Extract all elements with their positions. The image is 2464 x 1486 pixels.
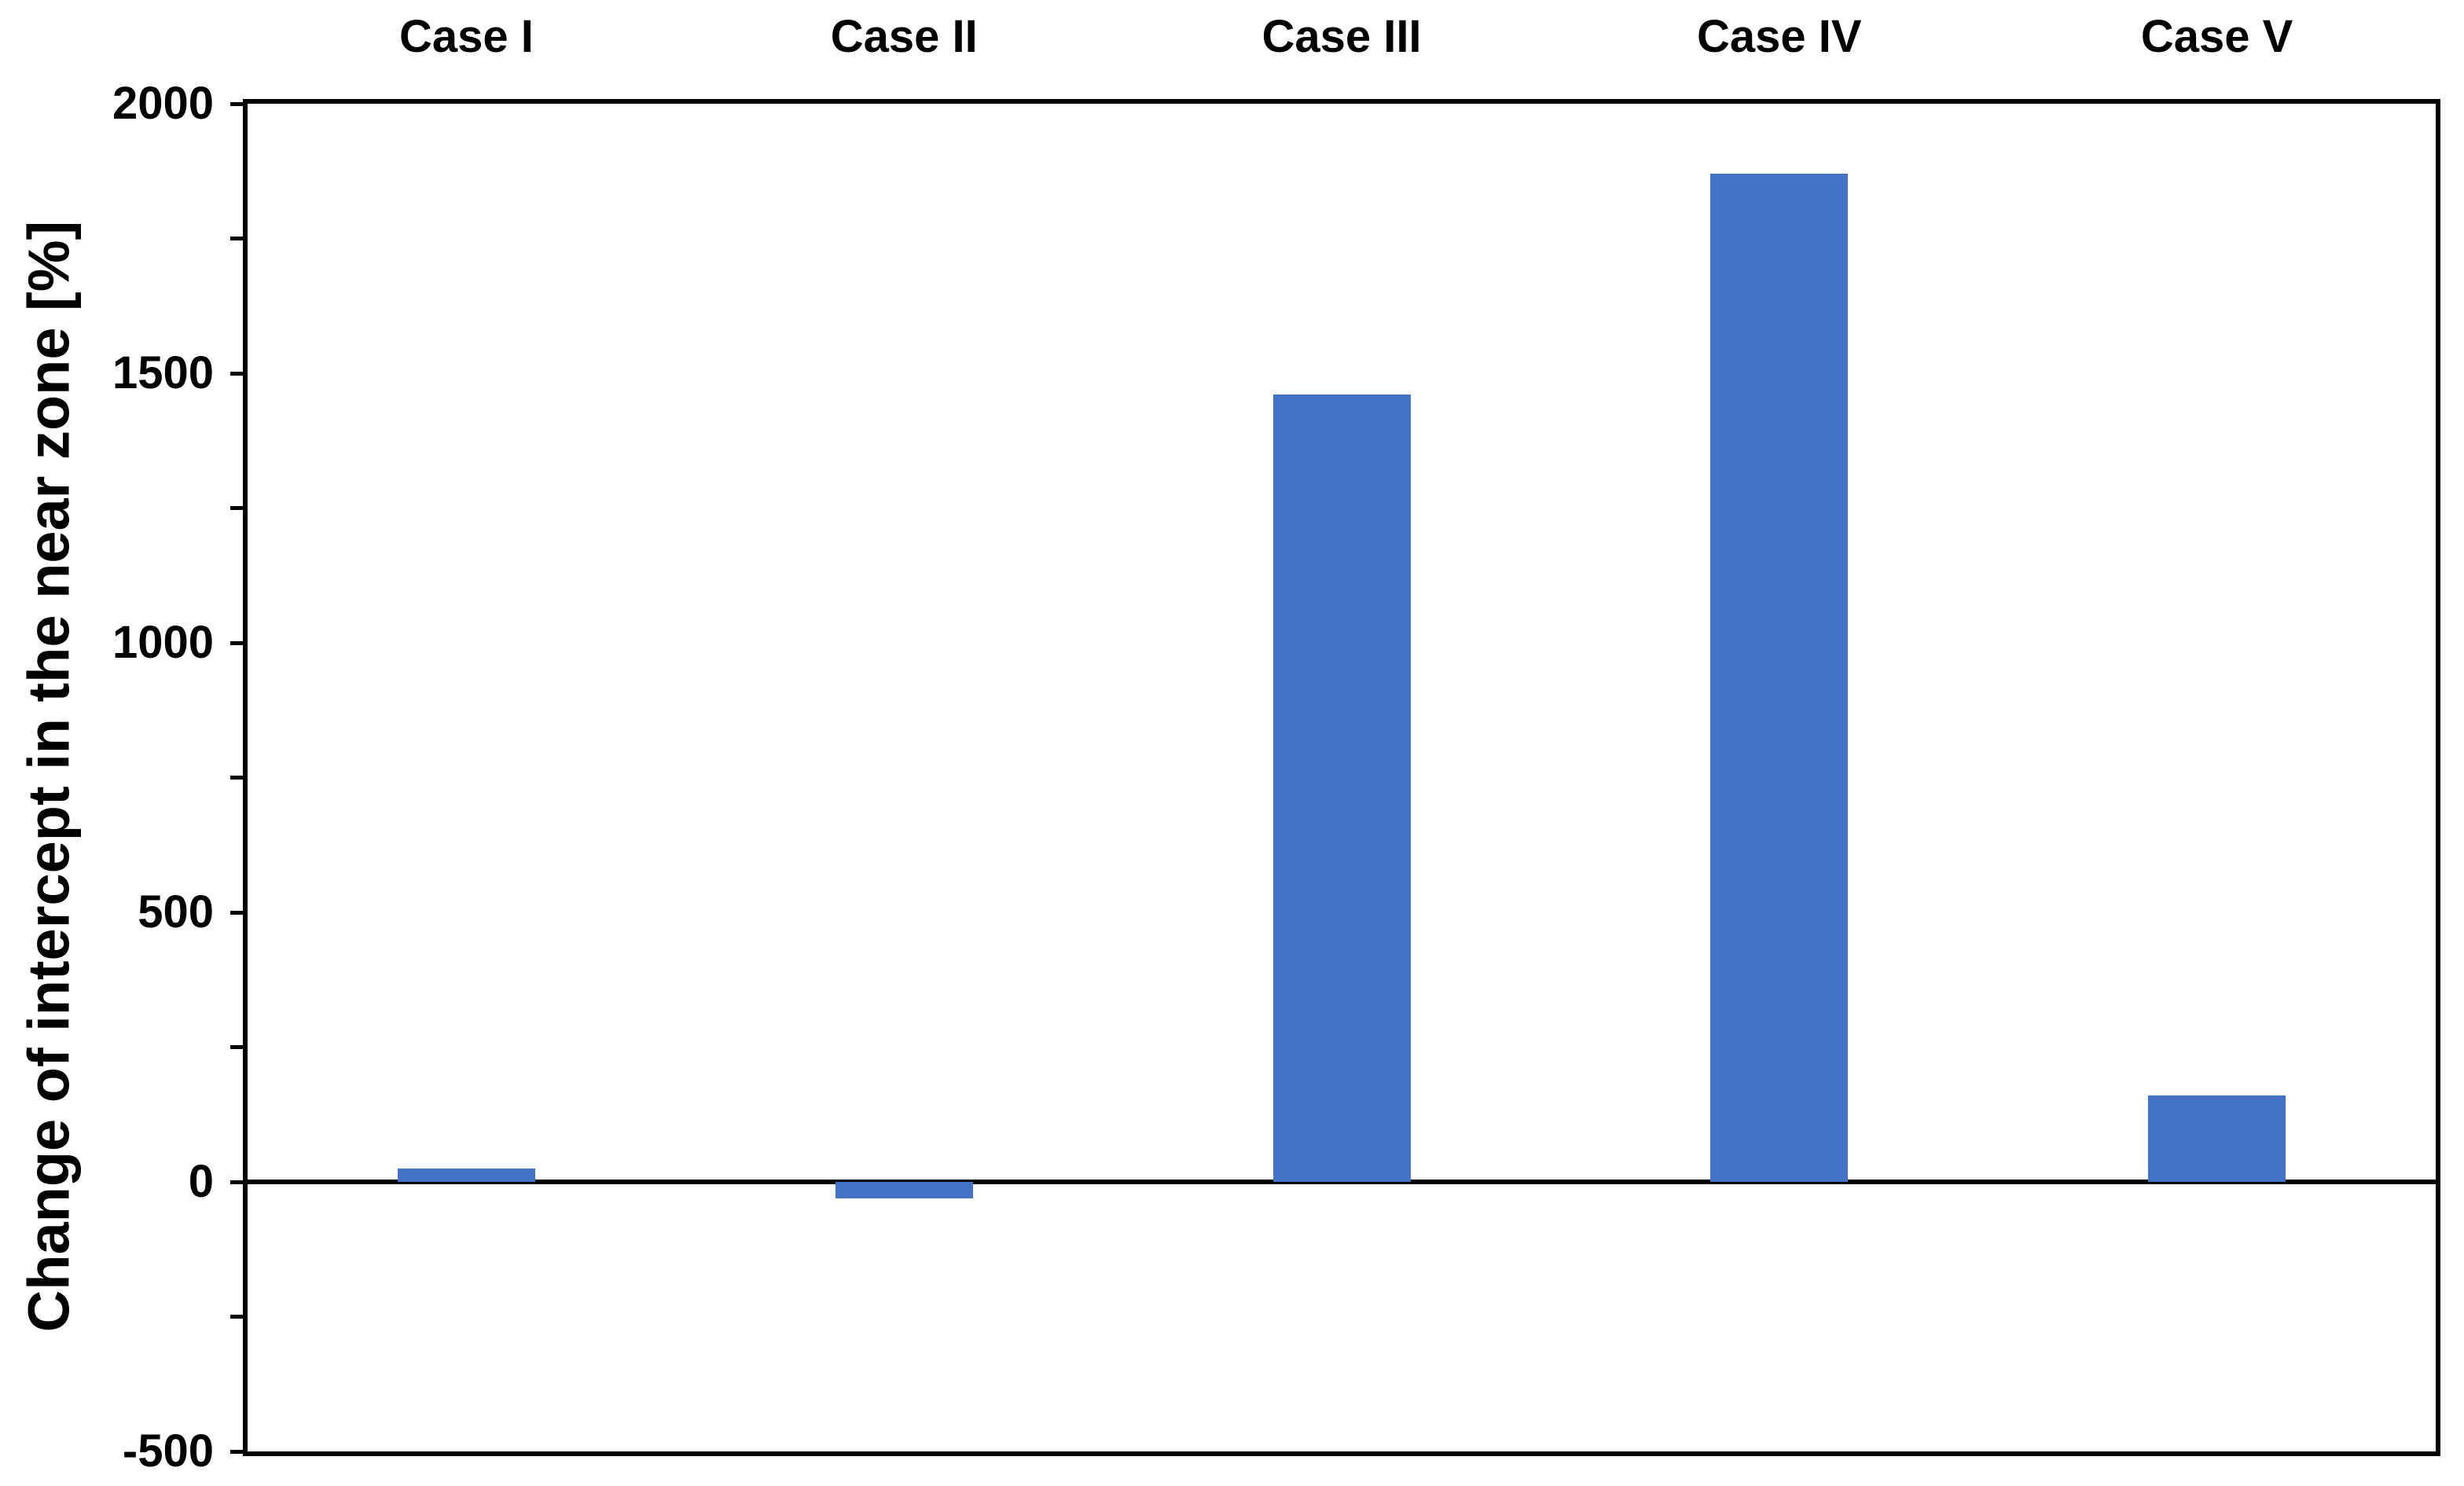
y-tick-label: -500	[122, 1425, 214, 1477]
y-axis-tick	[230, 1180, 248, 1184]
bar-case-v	[2148, 1095, 2286, 1182]
y-axis-tick	[230, 506, 248, 510]
category-label-case-i: Case I	[398, 11, 534, 62]
y-tick-label: 500	[138, 886, 214, 937]
y-tick-label: 1500	[112, 347, 214, 398]
y-tick-label: 2000	[112, 78, 214, 129]
category-label-case-v: Case V	[2140, 11, 2293, 62]
y-axis-tick	[230, 237, 248, 240]
category-label-case-ii: Case II	[830, 11, 978, 62]
category-label-case-iv: Case IV	[1697, 11, 1862, 62]
category-label-case-iii: Case III	[1261, 11, 1422, 62]
bar-case-iii	[1272, 394, 1411, 1182]
y-axis-tick	[230, 640, 248, 645]
y-tick-label: 0	[188, 1156, 214, 1207]
zero-axis-line	[248, 1180, 2436, 1184]
y-axis-tick	[230, 776, 248, 780]
y-axis-tick	[230, 1315, 248, 1319]
bar-case-i	[397, 1168, 535, 1182]
y-axis-tick	[230, 910, 248, 915]
bar-case-iv	[1710, 174, 1849, 1182]
y-axis-tick	[230, 1045, 248, 1049]
bar-case-ii	[835, 1182, 973, 1198]
plot-area	[243, 99, 2440, 1456]
y-axis-tick	[230, 371, 248, 376]
y-axis-tick	[230, 101, 248, 106]
y-axis-tick	[230, 1449, 248, 1454]
y-tick-label: 1000	[112, 617, 214, 668]
